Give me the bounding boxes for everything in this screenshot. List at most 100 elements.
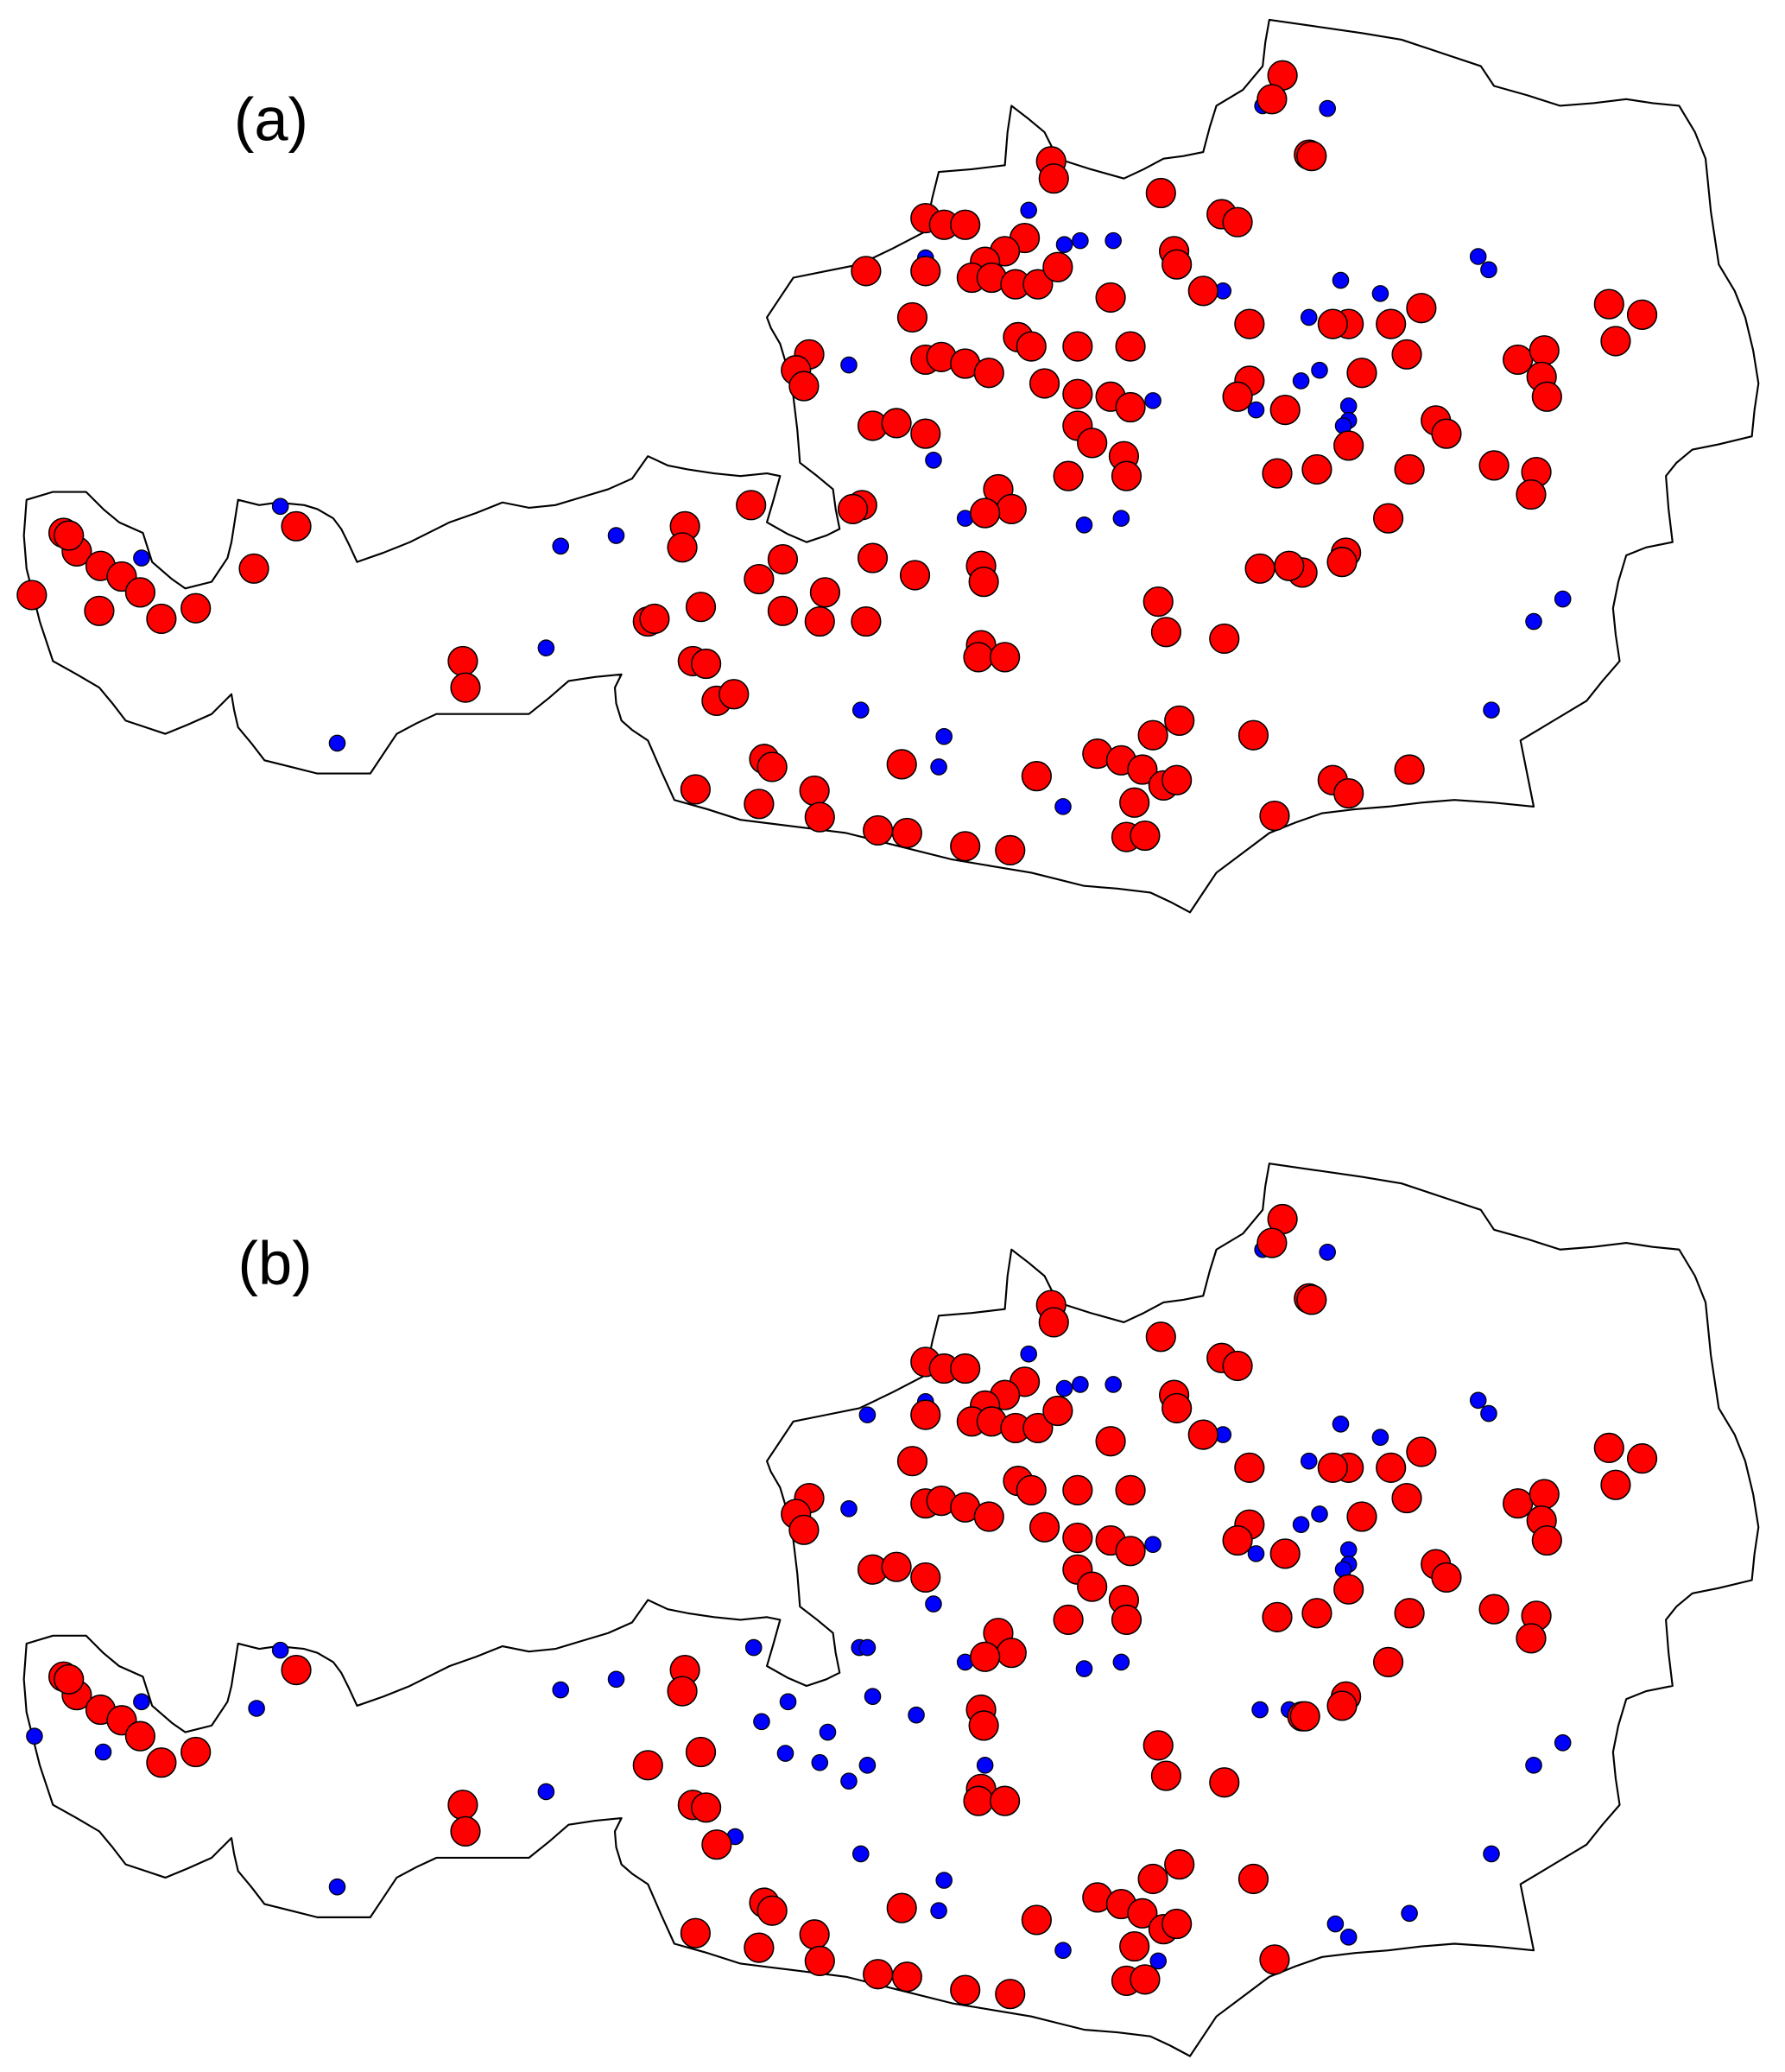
station-blue bbox=[851, 701, 870, 719]
station-blue bbox=[1054, 1942, 1072, 1959]
station-red bbox=[1222, 1350, 1253, 1382]
station-blue bbox=[753, 1713, 770, 1731]
station-blue bbox=[1300, 308, 1318, 326]
station-red bbox=[667, 532, 698, 563]
station-red bbox=[896, 1446, 928, 1477]
station-red bbox=[744, 1932, 775, 1963]
station-red bbox=[899, 560, 931, 591]
station-red bbox=[450, 1815, 481, 1847]
station-red bbox=[447, 645, 478, 677]
station-red bbox=[1391, 1482, 1422, 1514]
station-blue bbox=[976, 1757, 994, 1774]
station-red bbox=[799, 775, 830, 807]
station-blue bbox=[930, 758, 947, 776]
station-red bbox=[1256, 1227, 1288, 1258]
station-blue bbox=[1339, 1929, 1358, 1946]
station-red bbox=[1516, 1623, 1547, 1654]
station-red bbox=[1053, 1604, 1084, 1636]
station-red bbox=[718, 679, 750, 710]
station-blue bbox=[1112, 1653, 1130, 1671]
station-red bbox=[990, 642, 1021, 673]
station-red bbox=[995, 834, 1026, 866]
station-red bbox=[1150, 1760, 1182, 1791]
station-red bbox=[767, 543, 799, 575]
station-blue bbox=[1247, 401, 1265, 419]
station-blue bbox=[1554, 590, 1572, 608]
station-red bbox=[896, 301, 928, 333]
station-blue bbox=[1480, 1404, 1497, 1423]
station-red bbox=[1115, 331, 1146, 362]
station-blue bbox=[94, 1743, 112, 1761]
station-red bbox=[1042, 1395, 1073, 1427]
panel-b: (b) bbox=[22, 1163, 1760, 2057]
station-red bbox=[1289, 1701, 1320, 1732]
station-red bbox=[1137, 719, 1168, 751]
station-red bbox=[447, 1790, 478, 1821]
station-red bbox=[1296, 141, 1327, 172]
station-red bbox=[1406, 293, 1437, 324]
station-blue bbox=[1339, 1541, 1358, 1559]
station-blue bbox=[271, 497, 289, 516]
station-blue bbox=[811, 1753, 829, 1771]
station-red bbox=[788, 371, 820, 402]
station-red bbox=[995, 1979, 1026, 2010]
station-red bbox=[910, 418, 941, 449]
station-red bbox=[1478, 1594, 1510, 1625]
station-red bbox=[1119, 787, 1150, 818]
station-red bbox=[1038, 163, 1069, 194]
station-red bbox=[450, 672, 481, 703]
station-red bbox=[1531, 381, 1562, 412]
station-red bbox=[1346, 358, 1377, 389]
station-blue bbox=[864, 1688, 882, 1706]
station-red bbox=[804, 605, 835, 637]
station-red bbox=[639, 603, 670, 635]
station-red bbox=[1600, 1469, 1631, 1500]
station-red bbox=[1593, 1432, 1624, 1463]
station-red bbox=[680, 1917, 711, 1948]
station-blue bbox=[1300, 1452, 1318, 1470]
station-blue bbox=[248, 1700, 265, 1717]
station-red bbox=[680, 774, 711, 805]
station-red bbox=[1187, 1419, 1218, 1450]
station-red bbox=[180, 592, 212, 624]
station-red bbox=[1209, 1767, 1240, 1798]
station-red bbox=[1016, 1474, 1047, 1505]
station-red bbox=[809, 577, 841, 608]
station-red bbox=[1376, 1452, 1407, 1483]
station-blue bbox=[1319, 1244, 1336, 1261]
station-red bbox=[238, 553, 269, 584]
station-red bbox=[1503, 344, 1534, 376]
station-red bbox=[1021, 761, 1052, 792]
station-blue bbox=[840, 356, 858, 374]
station-red bbox=[667, 1676, 698, 1707]
station-red bbox=[281, 1654, 312, 1686]
station-red bbox=[632, 1750, 663, 1781]
station-blue bbox=[1055, 236, 1073, 254]
station-red bbox=[1326, 547, 1358, 578]
station-red bbox=[950, 1353, 981, 1385]
station-red bbox=[886, 749, 917, 780]
station-blue bbox=[930, 1902, 947, 1920]
station-blue bbox=[858, 1406, 877, 1423]
station-red bbox=[1222, 381, 1253, 412]
station-red bbox=[1115, 1536, 1146, 1567]
station-red bbox=[1234, 1452, 1265, 1483]
station-blue bbox=[271, 1641, 289, 1659]
station-blue bbox=[1311, 361, 1328, 379]
station-red bbox=[910, 1399, 941, 1430]
station-blue bbox=[1105, 231, 1122, 250]
station-red bbox=[1529, 1479, 1560, 1510]
station-red bbox=[124, 577, 155, 608]
station-blue bbox=[1144, 392, 1162, 409]
station-red bbox=[837, 493, 869, 525]
station-red bbox=[685, 592, 717, 623]
station-red bbox=[1062, 1522, 1093, 1554]
station-red bbox=[1259, 1944, 1290, 1975]
station-red bbox=[990, 1785, 1021, 1816]
station-red bbox=[973, 1501, 1004, 1532]
station-red bbox=[804, 1945, 835, 1977]
station-blue bbox=[1469, 248, 1487, 265]
station-blue bbox=[925, 1595, 942, 1613]
station-red bbox=[1042, 251, 1073, 282]
